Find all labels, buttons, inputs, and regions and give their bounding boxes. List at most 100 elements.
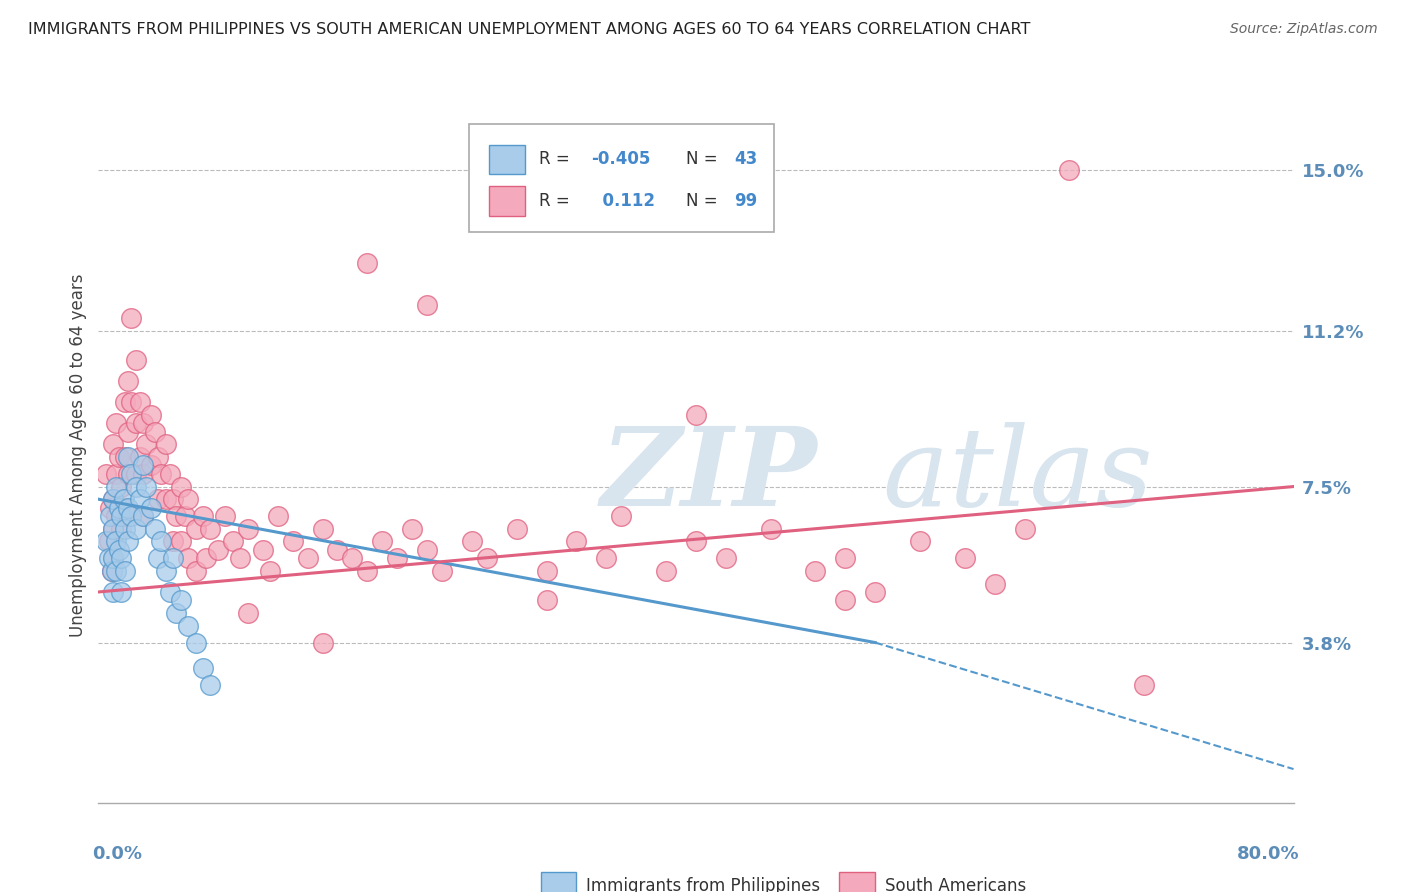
Point — [184, 564, 207, 578]
Point — [148, 551, 170, 566]
Y-axis label: Unemployment Among Ages 60 to 64 years: Unemployment Among Ages 60 to 64 years — [69, 273, 87, 637]
Point — [103, 585, 125, 599]
Point — [229, 551, 252, 566]
Point — [132, 509, 155, 524]
Point — [101, 564, 124, 578]
Point — [162, 492, 184, 507]
Point — [148, 450, 170, 464]
Point — [114, 564, 136, 578]
Point — [155, 492, 177, 507]
Point — [159, 467, 181, 481]
Point — [148, 492, 170, 507]
Point — [1059, 163, 1081, 178]
Point — [135, 437, 157, 451]
Text: 80.0%: 80.0% — [1237, 845, 1299, 863]
Point — [311, 635, 333, 649]
Point — [101, 564, 124, 578]
Point — [177, 618, 200, 632]
Point — [984, 576, 1007, 591]
Point — [475, 551, 498, 566]
Point — [259, 564, 281, 578]
Point — [103, 492, 125, 507]
Point — [143, 522, 166, 536]
Point — [105, 564, 128, 578]
Point — [385, 551, 409, 566]
Point — [195, 551, 218, 566]
Point — [297, 551, 319, 566]
Point — [804, 564, 827, 578]
Point — [177, 492, 200, 507]
Point — [139, 408, 162, 422]
Point — [685, 408, 707, 422]
Point — [139, 458, 162, 473]
Point — [110, 551, 132, 566]
Point — [169, 479, 191, 493]
Point — [132, 509, 155, 524]
Point — [108, 500, 131, 515]
Point — [103, 522, 125, 536]
Point — [129, 395, 152, 409]
Text: atlas: atlas — [600, 422, 1153, 530]
Point — [506, 522, 529, 536]
Bar — [540, 872, 576, 892]
Point — [169, 593, 191, 607]
Point — [326, 542, 349, 557]
Text: IMMIGRANTS FROM PHILIPPINES VS SOUTH AMERICAN UNEMPLOYMENT AMONG AGES 60 TO 64 Y: IMMIGRANTS FROM PHILIPPINES VS SOUTH AME… — [28, 22, 1031, 37]
Point — [165, 606, 187, 620]
Point — [129, 492, 152, 507]
Point — [252, 542, 274, 557]
Text: ZIP: ZIP — [600, 422, 817, 530]
Point — [125, 417, 148, 431]
Point — [865, 585, 887, 599]
Point — [953, 551, 976, 566]
Text: R =: R = — [540, 150, 575, 169]
Bar — [489, 186, 524, 216]
Point — [135, 479, 157, 493]
Point — [162, 534, 184, 549]
Point — [174, 509, 197, 524]
Point — [430, 564, 453, 578]
Point — [565, 534, 588, 549]
Point — [236, 522, 259, 536]
Point — [129, 450, 152, 464]
Point — [416, 298, 439, 312]
Point — [200, 522, 222, 536]
Text: 99: 99 — [734, 192, 758, 210]
Point — [117, 450, 139, 464]
Point — [655, 564, 678, 578]
Text: 0.0%: 0.0% — [93, 845, 142, 863]
Point — [536, 564, 558, 578]
Point — [610, 509, 633, 524]
Point — [222, 534, 245, 549]
Point — [105, 534, 128, 549]
Point — [105, 417, 128, 431]
Text: N =: N = — [686, 192, 723, 210]
Point — [200, 678, 222, 692]
Point — [117, 500, 139, 515]
Point — [125, 353, 148, 368]
Point — [236, 606, 259, 620]
Point — [114, 522, 136, 536]
Point — [103, 437, 125, 451]
Point — [105, 509, 128, 524]
Point — [132, 417, 155, 431]
Point — [1133, 678, 1156, 692]
Text: 43: 43 — [734, 150, 758, 169]
Point — [100, 509, 122, 524]
Point — [401, 522, 423, 536]
Point — [125, 479, 148, 493]
Point — [103, 551, 125, 566]
Point — [461, 534, 484, 549]
Point — [685, 534, 707, 549]
Point — [184, 522, 207, 536]
Point — [120, 395, 142, 409]
Text: Source: ZipAtlas.com: Source: ZipAtlas.com — [1230, 22, 1378, 37]
Point — [132, 458, 155, 473]
Point — [356, 256, 378, 270]
Point — [759, 522, 782, 536]
Point — [114, 500, 136, 515]
Point — [114, 450, 136, 464]
Point — [191, 661, 214, 675]
Point — [267, 509, 290, 524]
Point — [162, 551, 184, 566]
